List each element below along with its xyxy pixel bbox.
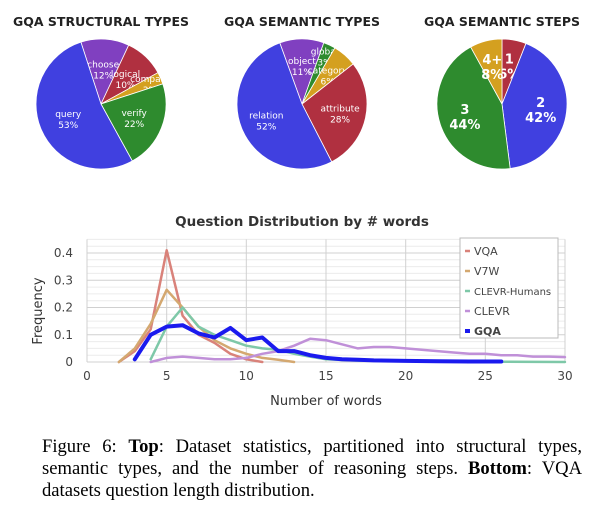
pie-slice-value: 8%	[481, 68, 503, 83]
x-tick-label: 10	[239, 369, 254, 383]
pie-title-semantic: GQA SEMANTIC TYPES	[224, 14, 380, 29]
legend-label: VQA	[474, 245, 498, 258]
x-tick-label: 15	[318, 369, 333, 383]
legend-label: CLEVR	[474, 305, 510, 318]
legend-label: GQA	[474, 325, 501, 338]
legend-label: V7W	[474, 265, 500, 278]
caption-bold-top: Top	[128, 436, 159, 457]
pie-slice-3	[436, 46, 511, 170]
pie-slice-query	[35, 41, 133, 170]
pie-slice-4	[470, 38, 503, 105]
pie-slice-label: category	[308, 67, 348, 77]
pie-slice-value: 11%	[292, 68, 312, 78]
x-axis-label: Number of words	[270, 394, 382, 409]
pie-slice-value: 53%	[58, 121, 78, 131]
x-tick-labels: 0 5 10 15 20 25 30	[83, 369, 572, 383]
pie-slice-value: 12%	[93, 71, 113, 81]
pie-title-structural: GQA STRUCTURAL TYPES	[13, 14, 189, 29]
pie-charts: GQA STRUCTURAL TYPES GQA SEMANTIC TYPES …	[13, 14, 580, 170]
pie-slice-label: relation	[249, 112, 283, 122]
legend: VQA V7W CLEVR-Humans CLEVR GQA	[459, 237, 559, 339]
line-chart-title: Question Distribution by # words	[175, 214, 429, 230]
y-axis-label: Frequency	[31, 277, 46, 344]
pie-slice-attribute	[301, 63, 368, 163]
caption-text-bottom: : VQA datasets question length distribut…	[42, 458, 582, 501]
pie-slice-value: 52%	[256, 123, 276, 133]
x-tick-label: 20	[398, 369, 413, 383]
pie-slice-label: 4+	[482, 53, 502, 68]
pie-slice-value: 22%	[124, 120, 144, 130]
pie-slice-label: global	[311, 48, 338, 58]
pie-slice-label: attribute	[320, 104, 360, 114]
y-tick-label: 0.4	[54, 246, 73, 260]
pie-title-steps: GQA SEMANTIC STEPS	[424, 14, 580, 29]
legend-box	[459, 237, 559, 339]
y-tick-label: 0	[65, 355, 73, 369]
pie-slice-label: query	[55, 110, 82, 120]
pie-slice-label: logical	[111, 70, 140, 80]
pie-structural-types: choose12%logical10%compare3%verify22%que…	[35, 38, 170, 170]
caption-prefix: Figure 6:	[42, 436, 129, 457]
pie-slice-value: 6%	[321, 78, 336, 88]
caption-text-top: : Dataset statistics, partitioned into s…	[42, 436, 582, 479]
series-line-clevr	[149, 337, 567, 364]
pie-slice-value: 10%	[115, 81, 135, 91]
pie-slice-2	[501, 43, 568, 169]
x-tick-label: 0	[83, 369, 91, 383]
series-line-gqa	[132, 323, 504, 364]
line-chart: Question Distribution by # words 0 5 10 15 2…	[31, 214, 573, 409]
pie-slice-label: 3	[460, 103, 469, 118]
y-tick-label: 0.3	[54, 273, 73, 287]
pie-slice-value: 3%	[317, 59, 332, 69]
y-tick-label: 0.2	[54, 301, 73, 315]
y-tick-labels: 0 0.1 0.2 0.3 0.4	[54, 246, 73, 369]
x-tick-label: 30	[557, 369, 572, 383]
caption-bold-bottom: Bottom	[468, 458, 527, 479]
pie-slice-verify	[100, 83, 167, 162]
series-line-vqa	[117, 249, 264, 364]
pie-slice-label: verify	[121, 109, 147, 119]
pie-slice-value: 44%	[449, 118, 480, 133]
pie-slice-label: 1	[505, 53, 514, 68]
pie-semantic-steps: 16%242%344%4+8%	[436, 38, 568, 170]
x-tick-label: 5	[163, 369, 171, 383]
y-tick-label: 0.1	[54, 328, 73, 342]
pie-slice-relation	[236, 42, 333, 170]
legend-label: CLEVR-Humans	[474, 287, 551, 298]
figure-caption: Figure 6: Top: Dataset statistics, parti…	[42, 436, 582, 502]
pie-slice-label: 2	[536, 96, 545, 111]
series-lines	[117, 249, 567, 364]
pie-slice-value: 42%	[525, 111, 556, 126]
pie-slice-label: compare	[130, 75, 170, 85]
pie-slice-label: choose	[87, 60, 119, 70]
pie-slice-value: 28%	[330, 115, 350, 125]
x-tick-label: 25	[478, 369, 493, 383]
pie-slice-label: object	[288, 57, 316, 67]
